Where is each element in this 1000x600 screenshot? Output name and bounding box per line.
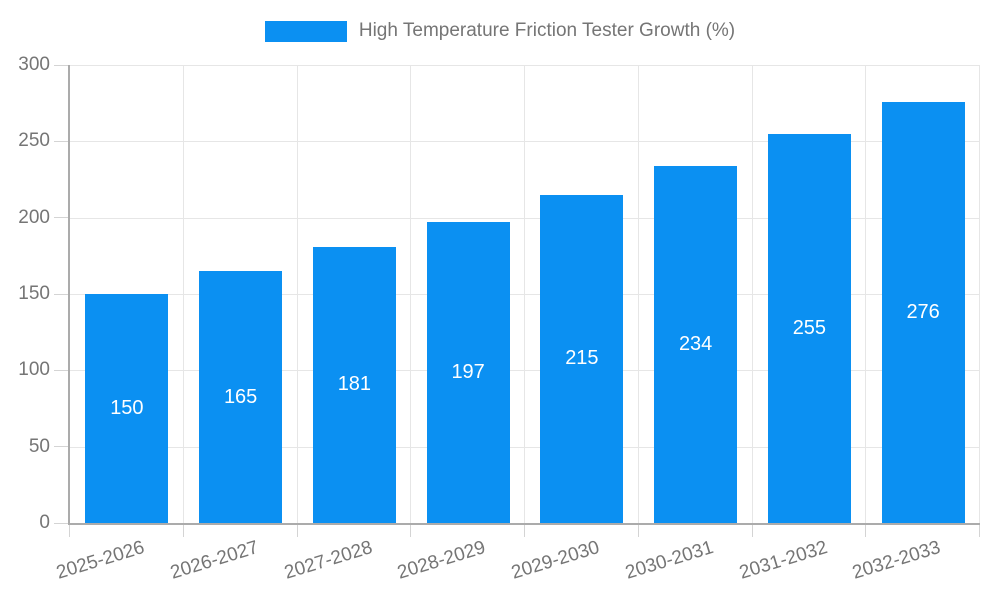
x-axis-label-2028-2029: 2028-2029	[395, 537, 489, 584]
bar-value-label: 255	[792, 316, 827, 339]
y-axis-tick-label: 200	[18, 206, 50, 228]
y-axis-tick	[54, 293, 68, 295]
x-axis-tick	[751, 525, 753, 537]
y-axis-tick	[54, 522, 68, 524]
bar-value-label: 181	[337, 373, 372, 396]
x-axis-label-2030-2031: 2030-2031	[622, 537, 716, 584]
bar-value-label: 150	[110, 397, 144, 419]
y-axis-tick-label: 250	[18, 130, 50, 152]
bar-value-label: 234	[678, 332, 713, 355]
x-axis-label-2029-2030: 2029-2030	[508, 537, 603, 584]
legend-swatch-icon	[264, 20, 347, 42]
x-axis-label-2026-2027: 2026-2027	[167, 537, 261, 584]
y-axis-tick	[54, 64, 68, 66]
x-gridline	[979, 65, 980, 523]
legend-label: High Temperature Friction Tester Growth …	[358, 20, 736, 41]
bar-2031-2032[interactable]: 255	[767, 133, 851, 523]
y-axis-tick	[54, 369, 68, 371]
y-gridline	[70, 370, 980, 372]
bar-value-label: 276	[906, 300, 940, 323]
y-gridline	[70, 294, 980, 295]
y-axis-tick-label: 50	[28, 435, 50, 457]
y-axis-tick-label: 150	[18, 283, 50, 304]
x-axis-tick	[979, 525, 980, 537]
x-axis-label-2031-2032: 2031-2032	[736, 537, 830, 584]
y-axis-tick-label: 0	[39, 512, 50, 533]
x-gridline	[637, 65, 639, 523]
x-axis-tick	[182, 525, 184, 537]
y-gridline	[70, 217, 980, 219]
x-axis-tick	[865, 525, 867, 537]
x-axis-tick	[524, 525, 525, 537]
y-axis-tick	[54, 446, 68, 448]
x-gridline	[410, 65, 412, 523]
bar-2029-2030[interactable]: 215	[540, 194, 624, 523]
x-axis-label-2027-2028: 2027-2028	[281, 537, 375, 584]
x-axis-tick	[410, 525, 412, 537]
x-gridline	[524, 65, 525, 523]
plot-area: 0 50 100 150 200 250 300 150 2025-2026 165 2026-20…	[18, 54, 980, 584]
bar-2032-2033[interactable]: 276	[881, 101, 965, 523]
x-gridline	[865, 65, 867, 523]
y-axis-tick-label: 300	[18, 54, 50, 75]
y-gridline	[70, 141, 980, 143]
x-gridline	[751, 65, 753, 523]
x-gridline	[296, 65, 298, 523]
x-axis-label-2025-2026: 2025-2026	[53, 537, 148, 584]
bar-value-label: 197	[451, 361, 485, 384]
y-axis-tick	[54, 140, 68, 142]
x-axis-tick	[296, 525, 298, 537]
bar-value-label: 165	[223, 385, 258, 408]
x-axis-tick	[69, 525, 70, 537]
legend[interactable]: High Temperature Friction Tester Growth …	[0, 20, 1000, 42]
y-axis-tick-label: 100	[18, 359, 50, 381]
y-gridline	[70, 446, 980, 448]
bar-2025-2026[interactable]: 150	[85, 294, 169, 523]
x-axis-tick	[637, 525, 639, 537]
bar-2030-2031[interactable]: 234	[654, 165, 738, 523]
x-axis-label-2032-2033: 2032-2033	[850, 537, 944, 584]
bar-2027-2028[interactable]: 181	[312, 246, 396, 523]
x-gridline	[182, 65, 184, 523]
y-axis-tick	[54, 217, 68, 219]
bar-2026-2027[interactable]: 165	[199, 271, 283, 523]
y-gridline	[70, 65, 980, 66]
bar-value-label: 215	[565, 347, 599, 370]
bar-2028-2029[interactable]: 197	[426, 222, 510, 523]
